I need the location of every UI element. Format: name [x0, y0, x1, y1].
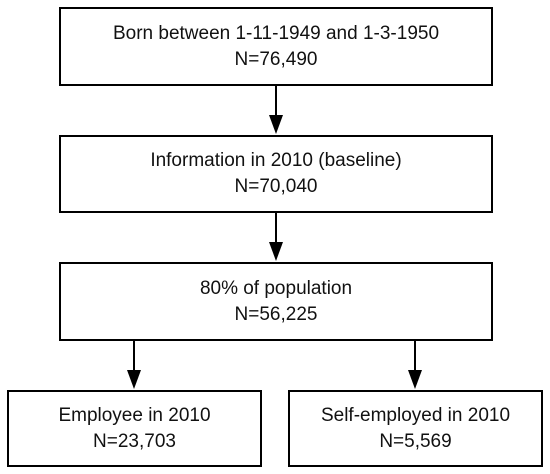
population-box-label: 80% of population: [199, 277, 353, 299]
employee-box: Employee in 2010 N=23,703: [7, 390, 262, 467]
self-employed-box: Self-employed in 2010 N=5,569: [288, 390, 543, 467]
arrowhead-population-to-employee: [127, 370, 141, 389]
arrowhead-population-to-self-employed: [408, 370, 422, 389]
employee-box-count: N=23,703: [93, 430, 176, 452]
born-box-criteria: Born between 1-11-1949 and 1-3-1950: [112, 22, 440, 44]
born-box-count: N=76,490: [234, 48, 318, 70]
self-employed-box-label: Self-employed in 2010: [320, 404, 511, 426]
born-box: Born between 1-11-1949 and 1-3-1950 N=76…: [59, 7, 493, 86]
arrowhead-born-to-info: [269, 115, 283, 134]
employee-box-label: Employee in 2010: [58, 404, 211, 426]
self-employed-box-count: N=5,569: [379, 430, 452, 452]
population-box: 80% of population N=56,225: [59, 262, 493, 341]
baseline-info-box-label: Information in 2010 (baseline): [150, 150, 402, 171]
population-box-count: N=56,225: [234, 303, 318, 325]
arrowhead-info-to-population: [269, 242, 283, 261]
baseline-info-box-count: N=70,040: [234, 176, 318, 197]
baseline-info-box: Information in 2010 (baseline) N=70,040: [59, 135, 493, 213]
